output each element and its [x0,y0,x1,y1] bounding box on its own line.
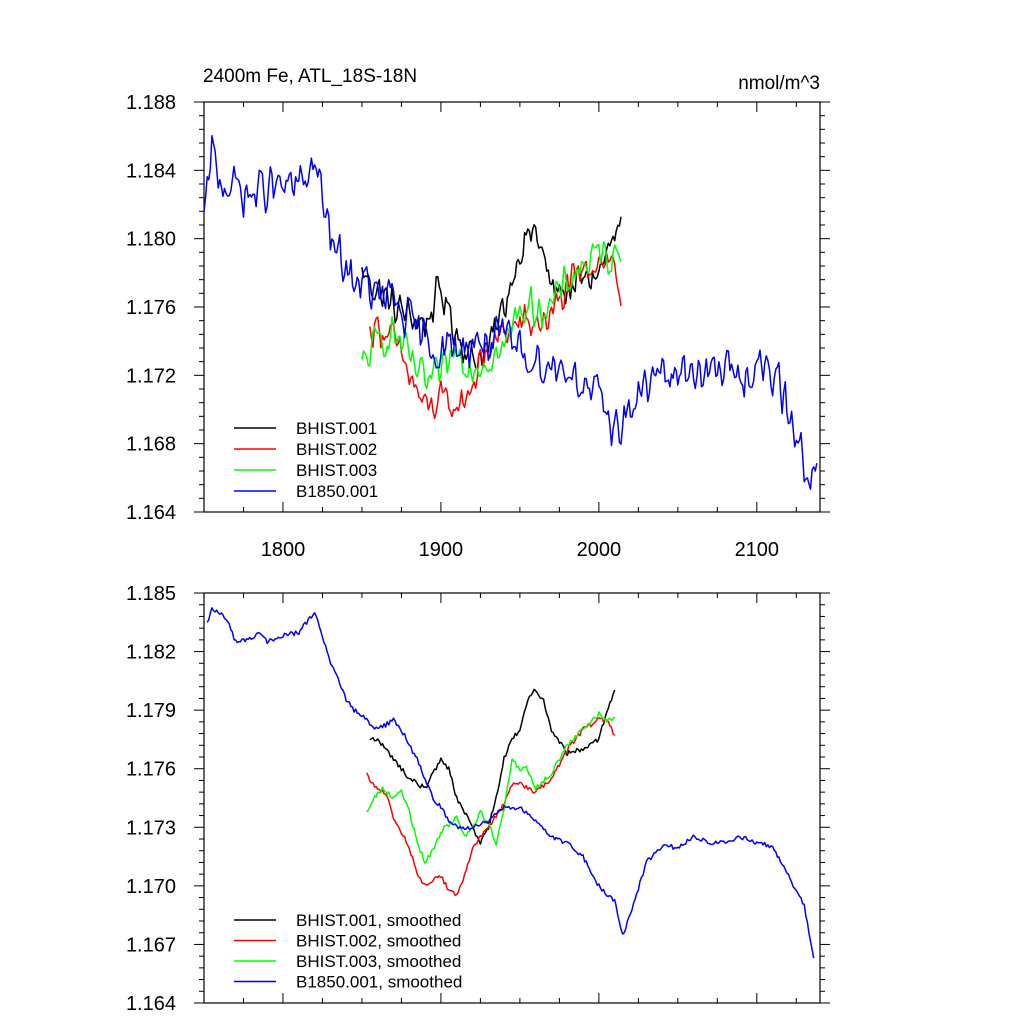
y-tick-label: 1.164 [126,502,176,524]
y-tick-label: 1.180 [126,229,176,251]
units-label: nmol/m^3 [738,73,820,94]
y-tick-label: 1.185 [126,583,176,605]
y-tick-label: 1.168 [126,434,176,456]
legend-entry: BHIST.002 [296,440,377,459]
y-tick-label: 1.173 [126,817,176,839]
x-tick-label: 1900 [419,539,464,561]
series-line-bhist-003 [361,240,622,390]
legend-entry: BHIST.002, smoothed [296,932,461,951]
y-tick-label: 1.167 [126,934,176,956]
legend-entry: BHIST.001, smoothed [296,911,461,930]
bottom-panel: 1.164 1.167 1.170 1.173 1.176 1.179 1.182 1.185… [126,583,830,1015]
y-tick-label: 1.188 [126,92,176,114]
y-tick-label: 1.172 [126,365,176,387]
top-panel: 1800 1900 2000 2100 1.164 1.168 1.172 1.176 1.18… [126,92,830,561]
series-line-b1850-001-smoothed [206,607,815,959]
y-tick-label: 1.170 [126,876,176,898]
x-tick-label: 2000 [577,539,622,561]
y-tick-label: 1.176 [126,297,176,319]
y-tick-label: 1.164 [126,993,176,1015]
plot-frame [203,592,821,1004]
y-tick-label: 1.182 [126,642,176,664]
chart-title: 2400m Fe, ATL_18S-18N [203,66,417,87]
y-tick-label: 1.176 [126,759,176,781]
series-line-bhist-001-smoothed [369,688,616,845]
y-tick-label: 1.184 [126,160,176,182]
legend-entry: BHIST.001 [296,419,377,438]
series-line-bhist-003-smoothed [366,711,616,864]
legend-entry: B1850.001, smoothed [296,973,462,992]
legend-entry: B1850.001 [296,482,378,501]
y-tick-label: 1.179 [126,700,176,722]
x-tick-label: 1800 [261,539,306,561]
series-line-bhist-002-smoothed [366,717,616,897]
x-tick-label: 2100 [735,539,780,561]
series-line-b1850-001 [203,135,818,490]
legend-entry: BHIST.003, smoothed [296,952,461,971]
legend-entry: BHIST.003 [296,461,377,480]
